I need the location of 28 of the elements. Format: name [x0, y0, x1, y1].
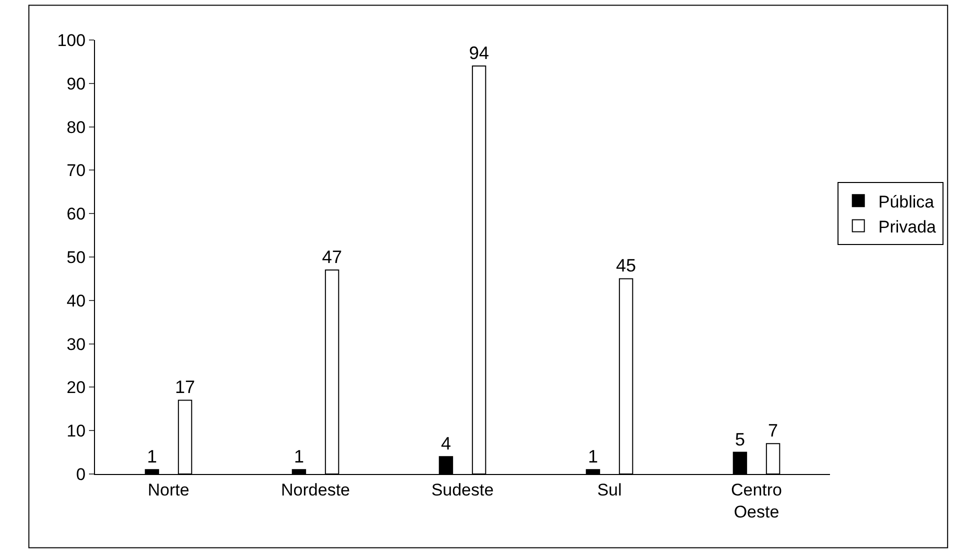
y-tick-label: 20 — [66, 378, 86, 398]
data-label: 94 — [469, 43, 490, 64]
data-label: 45 — [616, 256, 636, 276]
y-tick-label: 40 — [66, 291, 86, 310]
y-tick-label: 70 — [66, 161, 86, 180]
y-tick-label: 50 — [66, 248, 86, 267]
data-label: 47 — [322, 247, 342, 268]
y-tick-label: 100 — [57, 30, 86, 50]
y-tick-label: 10 — [66, 422, 86, 441]
data-label: 1 — [294, 446, 304, 467]
x-tick-label: Nordeste — [281, 480, 350, 500]
data-label: 1 — [146, 446, 157, 467]
x-tick-label: Sul — [597, 480, 622, 500]
x-tick-label: Centro Oeste — [730, 480, 782, 522]
y-tick-label: 0 — [76, 464, 86, 484]
x-tick-label: Norte — [148, 480, 190, 500]
y-tick-label: 80 — [66, 118, 86, 137]
y-tick-label: 90 — [66, 74, 86, 94]
legend-label: Privada — [878, 217, 937, 236]
legend-label: Pública — [878, 192, 935, 212]
data-label: 1 — [588, 446, 598, 467]
y-tick-label: 60 — [66, 204, 86, 224]
y-tick-label: 30 — [66, 334, 86, 354]
data-label: 5 — [734, 429, 745, 450]
data-label: 4 — [440, 434, 451, 454]
data-label: 17 — [175, 377, 196, 398]
x-tick-label: Sudeste — [431, 480, 494, 500]
data-label: 7 — [768, 420, 778, 441]
